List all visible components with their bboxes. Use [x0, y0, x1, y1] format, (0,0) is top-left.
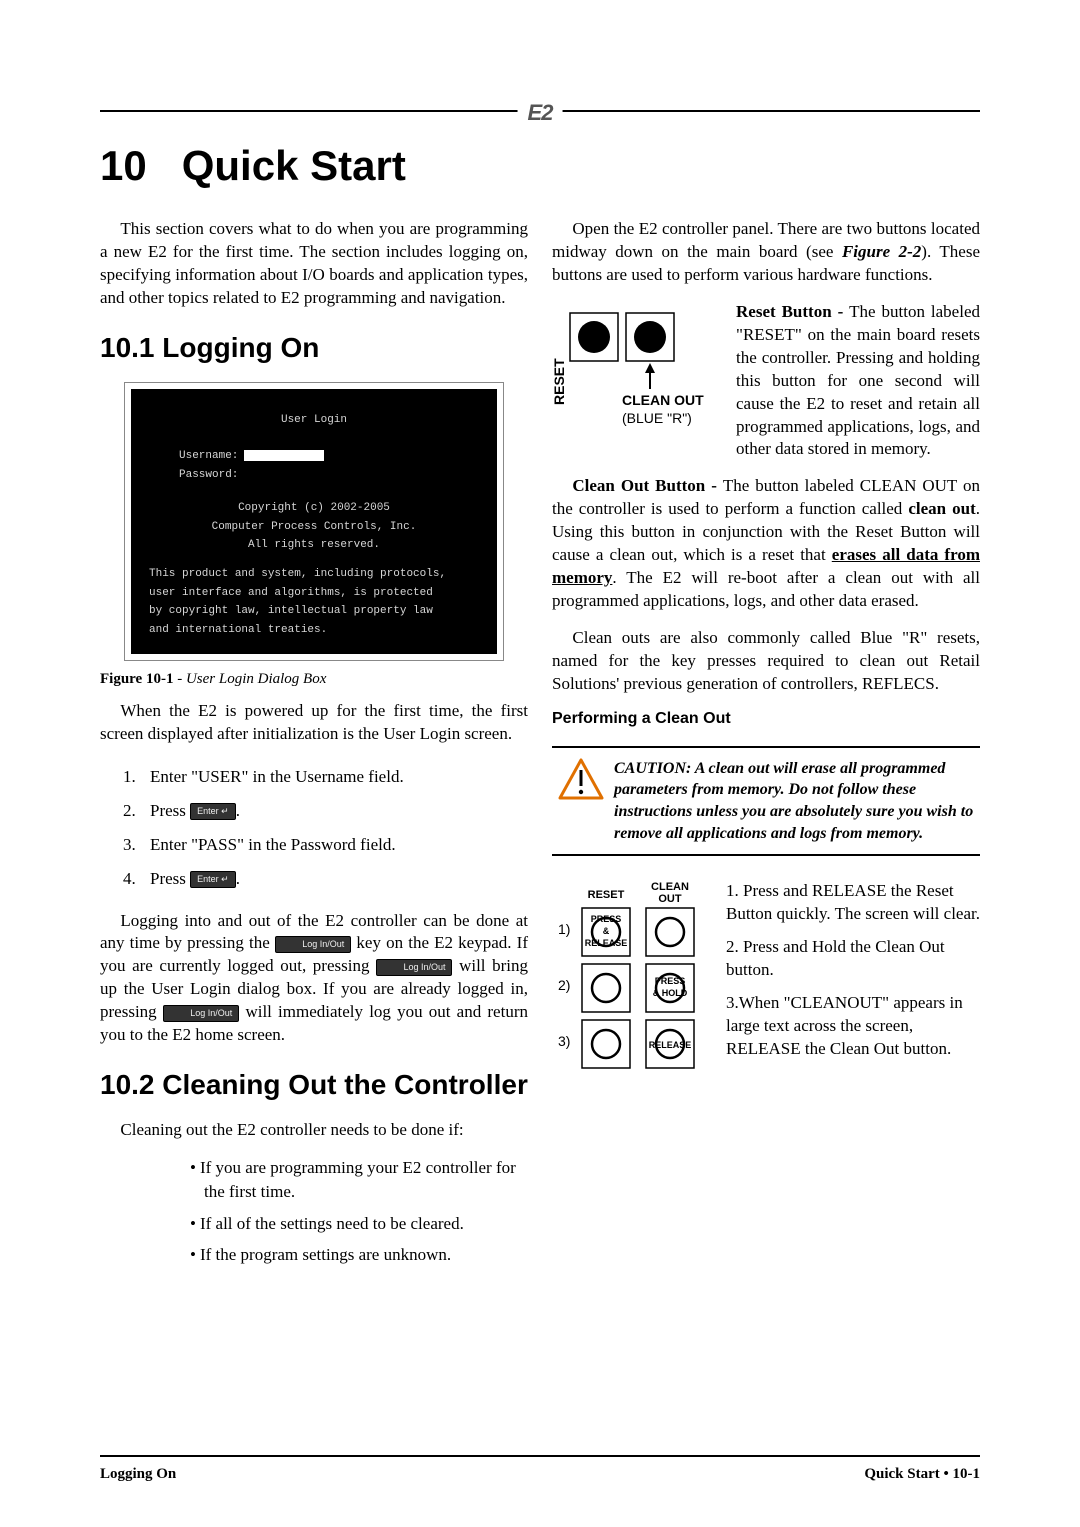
svg-text:RELEASE: RELEASE [585, 938, 628, 948]
password-row: Password: [149, 466, 479, 485]
step-3: Enter "PASS" in the Password field. [140, 828, 528, 862]
step-1: Enter "USER" in the Username field. [140, 760, 528, 794]
caution-text: CAUTION: A clean out will erase all prog… [614, 758, 974, 844]
right-column: Open the E2 controller panel. There are … [552, 218, 980, 1281]
login-para-1: When the E2 is powered up for the first … [100, 700, 528, 746]
performing-cleanout-heading: Performing a Clean Out [552, 710, 980, 728]
enter-key-icon: Enter [190, 871, 236, 888]
open-panel-para: Open the E2 controller panel. There are … [552, 218, 980, 287]
clean-f: . The E2 will re-boot after a clean out … [552, 568, 980, 610]
step-4b: . [236, 869, 240, 888]
e2-logo: E2 [518, 100, 563, 126]
clean-bold: Clean Out Button - [572, 476, 722, 495]
step-2b: . [236, 801, 240, 820]
figure-10-1-caption: Figure 10-1 - User Login Dialog Box [100, 671, 528, 688]
step-2a: Press [150, 801, 190, 820]
reset-label: RESET [552, 358, 567, 405]
caution-box: CAUTION: A clean out will erase all prog… [552, 746, 980, 856]
enter-key-icon: Enter [190, 803, 236, 820]
copyright-line-1: Copyright (c) 2002-2005 [149, 499, 479, 518]
legal-line-1: This product and system, including proto… [149, 565, 479, 584]
reset-cleanout-figure: RESET CLEAN OUT (BLUE "R") [552, 305, 722, 435]
svg-text:CLEAN: CLEAN [651, 881, 689, 893]
footer-right: Quick Start • 10-1 [864, 1466, 980, 1483]
cleanout-step-2: 2. Press and Hold the Clean Out button. [726, 936, 980, 982]
log-in-out-key-icon: Log In/Out [376, 959, 452, 976]
page: E2 10 Quick Start This section covers wh… [0, 0, 1080, 1527]
figure-number: Figure 10-1 [100, 671, 173, 687]
svg-text:OUT: OUT [658, 893, 682, 905]
left-column: This section covers what to do when you … [100, 218, 528, 1281]
svg-text:RESET: RESET [588, 889, 625, 901]
cleanout-steps-section: RESET CLEAN OUT 1) PRESS & RELEASE 2) [552, 880, 980, 1071]
fig-2-2-ref: Figure 2-2 [842, 242, 921, 261]
clean-out-term: clean out [908, 499, 975, 518]
svg-text:&: & [603, 926, 610, 936]
step-4a: Press [150, 869, 190, 888]
reset-button-section: RESET CLEAN OUT (BLUE "R") Reset Button … [552, 301, 980, 476]
username-input [244, 450, 324, 461]
copyright-line-2: Computer Process Controls, Inc. [149, 518, 479, 537]
figure-caption-text: - User Login Dialog Box [173, 671, 326, 687]
section-10-2-heading: 10.2 Cleaning Out the Controller [100, 1069, 528, 1101]
svg-text:3): 3) [558, 1033, 570, 1049]
chapter-number: 10 [100, 142, 147, 189]
chapter-heading: 10 Quick Start [100, 142, 980, 190]
password-label: Password: [179, 469, 238, 481]
cleanout-steps-text: 1. Press and RELEASE the Reset Button qu… [726, 880, 980, 1071]
cleaning-intro: Cleaning out the E2 controller needs to … [100, 1119, 528, 1142]
reset-bold: Reset Button - [736, 302, 849, 321]
top-rule: E2 [100, 110, 980, 112]
bullet-3: If the program settings are unknown. [190, 1243, 528, 1267]
login-dialog-inner: User Login Username: Password: Copyright… [131, 389, 497, 654]
cleanout-step-1: 1. Press and RELEASE the Reset Button qu… [726, 880, 980, 926]
log-in-out-key-icon: Log In/Out [163, 1005, 239, 1022]
username-row: Username: [149, 447, 479, 466]
cleaning-bullets: If you are programming your E2 controlle… [190, 1156, 528, 1267]
section-10-1-heading: 10.1 Logging On [100, 332, 528, 364]
two-column-layout: This section covers what to do when you … [100, 218, 980, 1281]
bottom-rule [100, 1455, 980, 1457]
login-dialog-figure: User Login Username: Password: Copyright… [124, 382, 504, 661]
legal-line-4: and international treaties. [149, 621, 479, 640]
step-2: Press Enter. [140, 794, 528, 828]
legal-line-3: by copyright law, intellectual property … [149, 602, 479, 621]
cleanout-step-3: 3.When "CLEANOUT" appears in large text … [726, 992, 980, 1061]
login-steps: Enter "USER" in the Username field. Pres… [140, 760, 528, 896]
legal-line-2: user interface and algorithms, is protec… [149, 584, 479, 603]
svg-text:RELEASE: RELEASE [649, 1040, 692, 1050]
cleanout-label-1: CLEAN OUT [622, 392, 704, 408]
cleanout-sequence-figure: RESET CLEAN OUT 1) PRESS & RELEASE 2) [552, 880, 712, 1070]
cleanout-label-2: (BLUE "R") [622, 410, 692, 426]
step-4: Press Enter. [140, 862, 528, 896]
footer-left: Logging On [100, 1466, 176, 1483]
bullet-1: If you are programming your E2 controlle… [190, 1156, 528, 1204]
reset-text: The button labeled "RESET" on the main b… [736, 302, 980, 459]
svg-text:& HOLD: & HOLD [653, 988, 688, 998]
cleanout-button-para: Clean Out Button - The button labeled CL… [552, 475, 980, 613]
copyright-line-3: All rights reserved. [149, 536, 479, 555]
intro-paragraph: This section covers what to do when you … [100, 218, 528, 310]
svg-text:PRESS: PRESS [591, 914, 622, 924]
log-in-out-key-icon: Log In/Out [275, 936, 351, 953]
blue-r-para: Clean outs are also commonly called Blue… [552, 627, 980, 696]
username-label: Username: [179, 450, 238, 462]
svg-text:1): 1) [558, 921, 570, 937]
bullet-2: If all of the settings need to be cleare… [190, 1212, 528, 1236]
page-footer: Logging On Quick Start • 10-1 [100, 1466, 980, 1483]
chapter-title: Quick Start [182, 142, 406, 189]
login-title: User Login [149, 411, 479, 430]
caution-triangle-icon [558, 758, 604, 800]
login-para-2: Logging into and out of the E2 controlle… [100, 910, 528, 1048]
svg-text:2): 2) [558, 977, 570, 993]
svg-text:PRESS: PRESS [655, 976, 686, 986]
